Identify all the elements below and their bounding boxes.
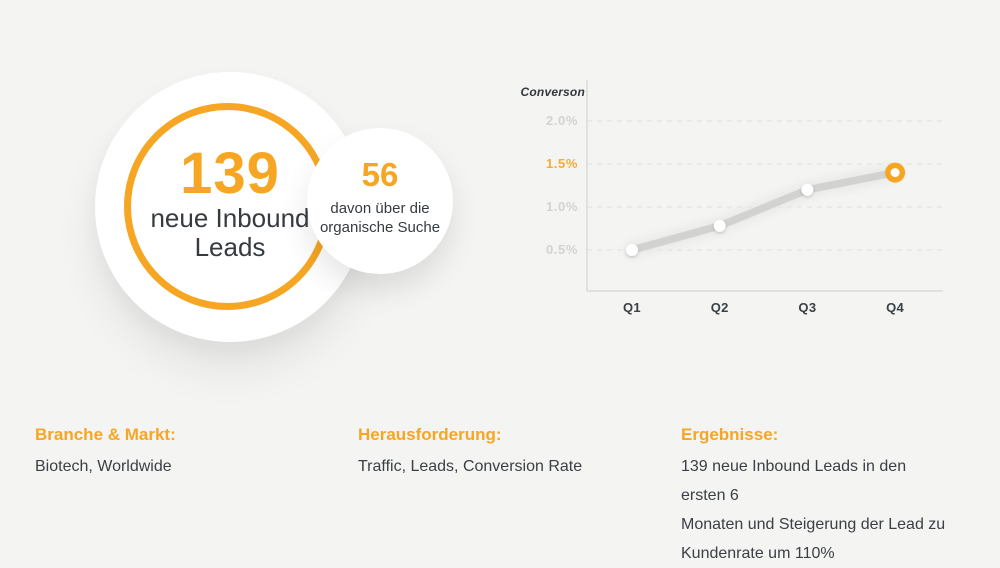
- case-study-panel: 139 neue Inbound Leads 56 davon über die…: [35, 70, 970, 562]
- details-heading: Herausforderung:: [358, 425, 502, 444]
- main-kpi-value: 139: [180, 141, 280, 206]
- chart-gridlines: [587, 120, 945, 251]
- conversion-line-chart: Converson 2.0% 1.5% 1.0% 0.5% Q1 Q2 Q3 Q4: [500, 70, 970, 325]
- details-body: Biotech, Worldwide: [35, 458, 172, 475]
- line-chart-canvas: [586, 80, 945, 292]
- secondary-kpi-label: davon über die organische Suche: [319, 200, 441, 236]
- chart-series-line: [623, 164, 904, 259]
- x-axis-tick-label: Q2: [710, 300, 729, 315]
- secondary-kpi-circle: 56 davon über die organische Suche: [307, 128, 453, 274]
- chart-data-points: [626, 162, 906, 256]
- details-column-branche: Branche & Markt: Biotech, Worldwide: [35, 424, 315, 481]
- data-point: [713, 219, 726, 232]
- chart-title: Converson: [520, 85, 585, 99]
- y-axis-tick-label: 1.5%: [545, 156, 578, 171]
- y-axis-tick-label: 1.0%: [545, 199, 578, 214]
- x-axis-tick-label: Q3: [798, 300, 817, 315]
- x-axis-tick-label: Q4: [886, 300, 905, 315]
- details-column-ergebnisse: Ergebnisse: 139 neue Inbound Leads in de…: [681, 424, 951, 568]
- y-axis-tick-label: 0.5%: [545, 242, 578, 257]
- secondary-kpi-value: 56: [361, 156, 399, 193]
- details-heading: Branche & Markt:: [35, 425, 176, 444]
- details-column-herausforderung: Herausforderung: Traffic, Leads, Convers…: [358, 424, 648, 481]
- main-kpi-label: neue Inbound Leads: [150, 203, 310, 262]
- data-point: [626, 244, 638, 256]
- details-body: 139 neue Inbound Leads in den ersten 6 M…: [681, 458, 946, 562]
- chart-axes: [586, 80, 943, 292]
- highlighted-data-point: [885, 162, 906, 183]
- details-heading: Ergebnisse:: [681, 425, 779, 444]
- x-axis-tick-label: Q1: [623, 300, 641, 315]
- data-point: [801, 183, 814, 196]
- details-body: Traffic, Leads, Conversion Rate: [358, 458, 583, 475]
- y-axis-tick-label: 2.0%: [545, 113, 578, 128]
